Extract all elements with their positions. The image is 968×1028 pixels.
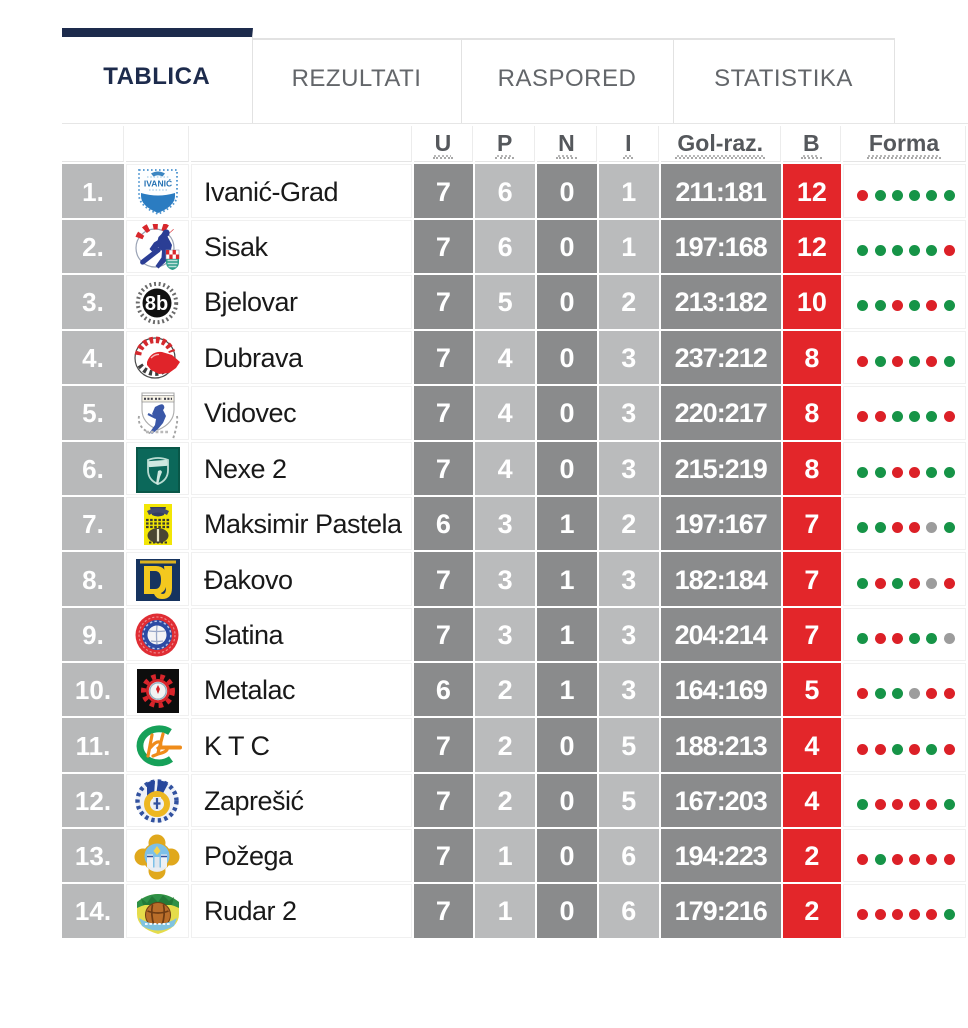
- svg-text:8b: 8b: [144, 293, 167, 315]
- svg-text:IVANIĆ: IVANIĆ: [143, 178, 171, 189]
